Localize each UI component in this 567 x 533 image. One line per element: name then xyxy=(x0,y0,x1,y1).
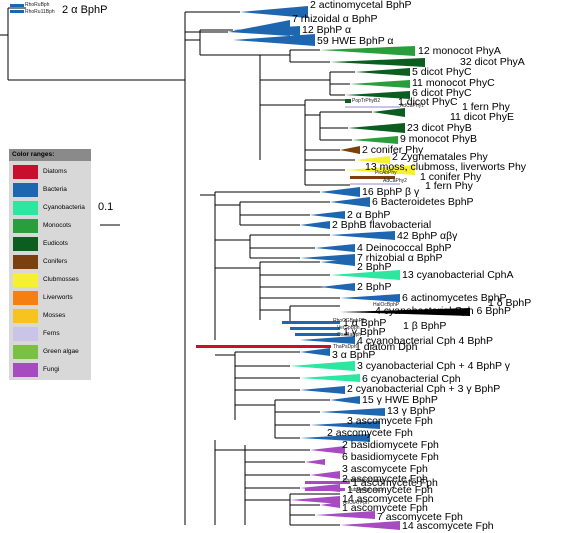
clade-label: 7 rhizobial α BphP xyxy=(357,252,443,264)
clade-label: 32 dicot PhyA xyxy=(460,56,525,68)
outgroup-leaf-label: RhoRu11Bph xyxy=(25,9,55,15)
legend-swatch xyxy=(13,363,38,377)
clade-label: 7 ascomycete Fph xyxy=(377,511,463,523)
clade-label: 2 basidiomycete Fph xyxy=(342,439,439,451)
leaf-label: PhaNoFphV2 asco xyxy=(343,478,385,484)
clade-label: 6 basidiomycete Fph xyxy=(342,451,439,463)
clade-label: 2 α BphP xyxy=(347,209,391,221)
clade-label: 1 δ BphP xyxy=(488,297,532,309)
leaf-label: PicAbPhy xyxy=(375,170,397,176)
legend-swatch xyxy=(13,165,38,179)
leaf-label: AnOiATFph xyxy=(343,500,369,506)
clade-label: 1 fern Phy xyxy=(462,101,510,113)
color-legend: Color ranges: Diatoms Bacteria Cyanobact… xyxy=(9,149,91,380)
clade-label: 2 conifer Phy xyxy=(362,144,424,156)
clade-label: 2 cyanobacterial Cph + 3 γ BphP xyxy=(347,383,501,395)
clade-label: 2 BphP xyxy=(357,281,392,293)
legend-swatch xyxy=(13,309,38,323)
clade-label: 13 moss, clubmoss, liverworts Phy xyxy=(365,161,527,173)
clade-label: 7 rhizoidal α BphP xyxy=(292,13,378,25)
legend-swatch xyxy=(13,255,38,269)
clade-label: 3 cyanobacterial Cph + 4 BphP γ xyxy=(357,360,511,372)
clade-label: 2 ascomycete Fph xyxy=(342,473,428,485)
root-clade-label: 2 α BphP xyxy=(62,4,108,16)
clade-label: 1 ascomycete Fph xyxy=(342,502,428,514)
legend-swatch xyxy=(13,327,38,341)
clade-label: 59 HWE BphP α xyxy=(317,35,394,47)
leaf-label: ThaPsDph xyxy=(333,344,357,350)
legend-swatch xyxy=(13,345,38,359)
leaf-label: RhoCGBphP2 xyxy=(333,318,365,324)
clade-label: 2 actinomycetal BphP xyxy=(310,0,412,11)
clade-label: 13 cyanobacterial CphA xyxy=(402,269,514,281)
clade-label: 11 dicot PhyE xyxy=(450,111,515,123)
clade-label: 1 γ BphP xyxy=(343,326,386,338)
leaf-label: AdCaPhy2 xyxy=(383,178,407,184)
clade-label: 2 Zygnematales Phy xyxy=(392,151,488,163)
clade-label: 4 cyanobacterial Cph 4 BphP xyxy=(357,335,494,347)
clade-label: 4 Deinococcal BphP xyxy=(357,242,452,254)
clade-label: 23 dicot PhyB xyxy=(407,122,472,134)
clade-label: 1 conifer Phy xyxy=(420,171,482,183)
clade-label: 11 monocot PhyC xyxy=(412,77,495,89)
leaf-label: VerSpBph xyxy=(337,325,360,331)
clade-label: 6 dicot PhyC xyxy=(412,87,472,99)
clade-label: 1 dicot PhyC xyxy=(398,96,458,108)
clade-label: 1 β BphP xyxy=(403,320,447,332)
clade-label: 1 diatom Dph xyxy=(355,341,418,353)
leaf-label: TubMeFph asco xyxy=(348,487,384,493)
clade-label: 9 monocot PhyB xyxy=(400,133,478,145)
clade-label: 1 fern Phy xyxy=(425,180,473,192)
legend-swatch xyxy=(13,291,38,305)
clade-label: 5 dicot PhyC xyxy=(412,66,472,78)
leaf-label: PopTrPhyB2 xyxy=(352,98,381,104)
clade-label: 42 BphP αβγ xyxy=(397,230,458,242)
clade-label: 3 ascomycete Fph xyxy=(342,463,428,475)
clade-label: 12 monocot PhyA xyxy=(418,45,501,57)
clade-label: 2 BphB flavobacterial xyxy=(332,219,432,231)
clade-label: 6 cyanobacterial Cph xyxy=(362,373,461,385)
clade-label: 6 Bacteroidetes BphP xyxy=(372,196,474,208)
leaf-label: OxaBaBph xyxy=(337,332,362,338)
leaf-label: AdCaPhy1 xyxy=(400,103,424,109)
clade-label: 3 α BphP xyxy=(332,349,376,361)
legend-swatch xyxy=(13,219,38,233)
clade-label: 15 γ HWE BphP xyxy=(362,394,438,406)
clade-label: 2 BphP xyxy=(357,261,392,273)
legend-title: Color ranges: xyxy=(9,149,91,161)
clade-label: 12 BphP α xyxy=(302,24,352,36)
clade-label: 4 cyanobacterial Cph 6 BphP xyxy=(375,305,512,317)
leaf-label: HalOcBphP xyxy=(373,302,400,308)
clade-label: 16 BphP β γ xyxy=(362,186,420,198)
clade-label: 1 ascomycete Fph xyxy=(352,477,438,489)
clade-label: 1 ascomycete Fph xyxy=(347,484,433,496)
clade-label: 14 ascomycete Fph xyxy=(402,520,494,532)
legend-swatch xyxy=(13,237,38,251)
clade-label: 6 actinomycetes BphP xyxy=(402,292,507,304)
scale-bar-label: 0.1 xyxy=(98,201,114,213)
clade-label: 3 ascomycete Fph xyxy=(347,415,433,427)
legend-swatch xyxy=(13,183,38,197)
clade-label: 1 α BphP xyxy=(343,317,387,329)
legend-swatch xyxy=(13,201,38,215)
clade-label: 14 ascomycete Fph xyxy=(342,493,434,505)
outgroup-leaf-label: RhoRuBph xyxy=(25,2,50,8)
legend-swatch xyxy=(13,273,38,287)
clade-label: 13 γ BphP xyxy=(387,405,436,417)
clade-label: 2 ascomycete Fph xyxy=(327,427,413,439)
